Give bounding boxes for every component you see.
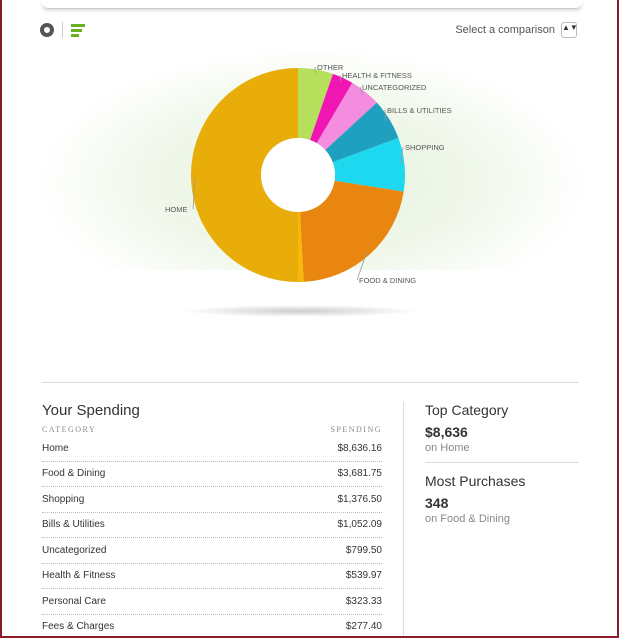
spending-row[interactable]: Fees & Charges $277.40 <box>42 615 382 637</box>
spending-row-amount: $1,052.09 <box>337 519 383 531</box>
spending-row[interactable]: Health & Fitness $539.97 <box>42 564 382 589</box>
spending-row[interactable]: Personal Care $323.33 <box>42 589 382 615</box>
slice-other[interactable] <box>298 68 333 141</box>
leader-line <box>400 146 404 165</box>
spending-row-amount: $1,376.50 <box>337 493 383 505</box>
view-toggle <box>40 22 85 38</box>
chart-shadow <box>180 305 420 317</box>
spending-row-amount: $539.97 <box>345 570 382 582</box>
spending-row[interactable]: Home $8,636.16 <box>42 436 382 462</box>
leader-line <box>192 177 196 210</box>
spending-title: Your Spending <box>42 402 140 419</box>
spending-row-amount: $8,636.16 <box>337 442 383 454</box>
spending-row-category: Shopping <box>42 493 85 505</box>
leader-line <box>384 109 387 122</box>
slice-shopping[interactable] <box>332 137 405 192</box>
donut-chart-icon[interactable] <box>40 23 54 37</box>
slice-food-dining[interactable] <box>299 180 404 282</box>
slice-health-fitness[interactable] <box>310 73 353 144</box>
chart-shading <box>191 68 298 282</box>
slice-home[interactable] <box>190 68 304 282</box>
spending-row-amount: $277.40 <box>345 621 382 633</box>
spending-row-category: Uncategorized <box>42 544 107 556</box>
comparison-select[interactable]: Select a comparison ▲▼ <box>455 22 578 38</box>
most-purchases-title: Most Purchases <box>425 473 526 489</box>
spending-column-headers: Category Spending <box>42 425 382 434</box>
list-view-icon[interactable] <box>71 23 85 37</box>
slice-bills-utilities[interactable] <box>325 102 399 163</box>
slice-label-uncategorized: UNCATEGORIZED <box>362 83 427 92</box>
top-panel-edge <box>42 0 582 9</box>
column-divider <box>403 402 404 636</box>
slice-label-other: OTHER <box>317 63 344 72</box>
spending-row[interactable]: Bills & Utilities $1,052.09 <box>42 513 383 538</box>
spending-header[interactable]: Spending <box>330 425 382 434</box>
slice-label-health-fitness: HEALTH & FITNESS <box>342 71 412 80</box>
summary-panel: Top Category $8,636 on Home Most Purchas… <box>425 402 579 525</box>
spending-row-category: Home <box>42 442 69 454</box>
top-category-title: Top Category <box>425 402 509 418</box>
spending-row-category: Personal Care <box>42 595 106 607</box>
spending-row-category: Food & Dining <box>42 468 106 480</box>
spending-row-amount: $323.33 <box>345 595 382 607</box>
section-divider <box>42 382 579 383</box>
spending-row-amount: $799.50 <box>345 544 382 556</box>
toggle-divider <box>62 22 63 38</box>
spending-row-category: Bills & Utilities <box>42 519 105 531</box>
comparison-select-label: Select a comparison <box>455 24 555 36</box>
spending-panel: Your Spending Category Spending Home $8,6… <box>42 402 383 637</box>
spending-row-category: Health & Fitness <box>42 570 116 582</box>
category-header[interactable]: Category <box>42 425 97 434</box>
spending-row[interactable]: Uncategorized $799.50 <box>42 538 382 564</box>
spending-row[interactable]: Shopping $1,376.50 <box>42 487 382 513</box>
spending-row-amount: $3,681.75 <box>337 468 383 480</box>
spending-row[interactable]: Food & Dining $3,681.75 <box>42 462 383 487</box>
most-purchases-value: 348 <box>425 495 449 511</box>
top-category-sub: on Home <box>425 442 470 454</box>
leader-line <box>339 74 342 82</box>
select-arrows-icon[interactable]: ▲▼ <box>561 22 578 38</box>
leader-line <box>356 251 368 281</box>
slice-uncategorized[interactable] <box>316 82 377 150</box>
slice-label-food-dining: FOOD & DINING <box>359 276 416 285</box>
leader-line <box>359 86 364 96</box>
donut-hole <box>261 138 335 212</box>
summary-divider <box>425 462 579 463</box>
top-category-value: $8,636 <box>425 424 468 440</box>
slice-label-shopping: SHOPPING <box>405 143 445 152</box>
spending-rows: Home $8,636.16 Food & Dining $3,681.75 Shopp… <box>42 436 383 637</box>
slice-label-bills-utilities: BILLS & UTILITIES <box>387 106 452 115</box>
spending-row-category: Fees & Charges <box>42 621 115 633</box>
most-purchases-sub: on Food & Dining <box>425 513 510 525</box>
slice-label-home: HOME <box>165 205 188 214</box>
